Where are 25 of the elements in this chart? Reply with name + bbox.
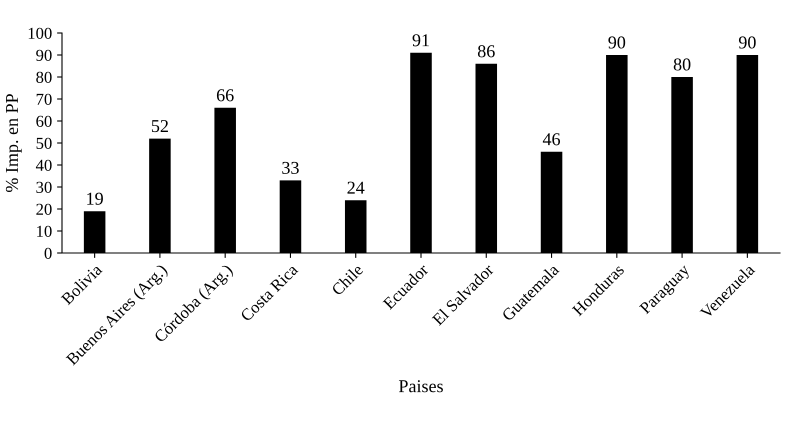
x-tick-label: Chile [330,263,364,296]
y-tick-label: 80 [36,72,52,83]
y-axis-title: % Imp. en PP [6,94,22,192]
y-tick-label: 50 [36,138,52,149]
y-tick-label: 90 [36,50,52,61]
data-label: 24 [347,182,364,194]
y-tick-label: 100 [28,28,52,39]
y-tick-label: 60 [36,116,52,127]
y-tick-label: 20 [36,204,52,215]
data-label: 66 [216,89,234,102]
data-label: 46 [542,133,560,146]
y-tick-label: 40 [36,160,52,171]
y-tick-label: 70 [36,94,52,105]
y-tick-label: 10 [37,226,52,237]
y-tick-label: 30 [36,182,52,193]
data-label: 52 [152,120,168,132]
data-label: 33 [282,162,299,174]
y-tick-label: 0 [44,248,52,259]
data-label: 86 [478,45,495,58]
data-label: 91 [412,34,429,46]
data-label: 80 [674,58,690,71]
data-label: 19 [87,192,103,205]
data-label: 90 [738,36,756,49]
x-axis-title: Paises [398,380,443,392]
data-label: 90 [608,36,626,49]
